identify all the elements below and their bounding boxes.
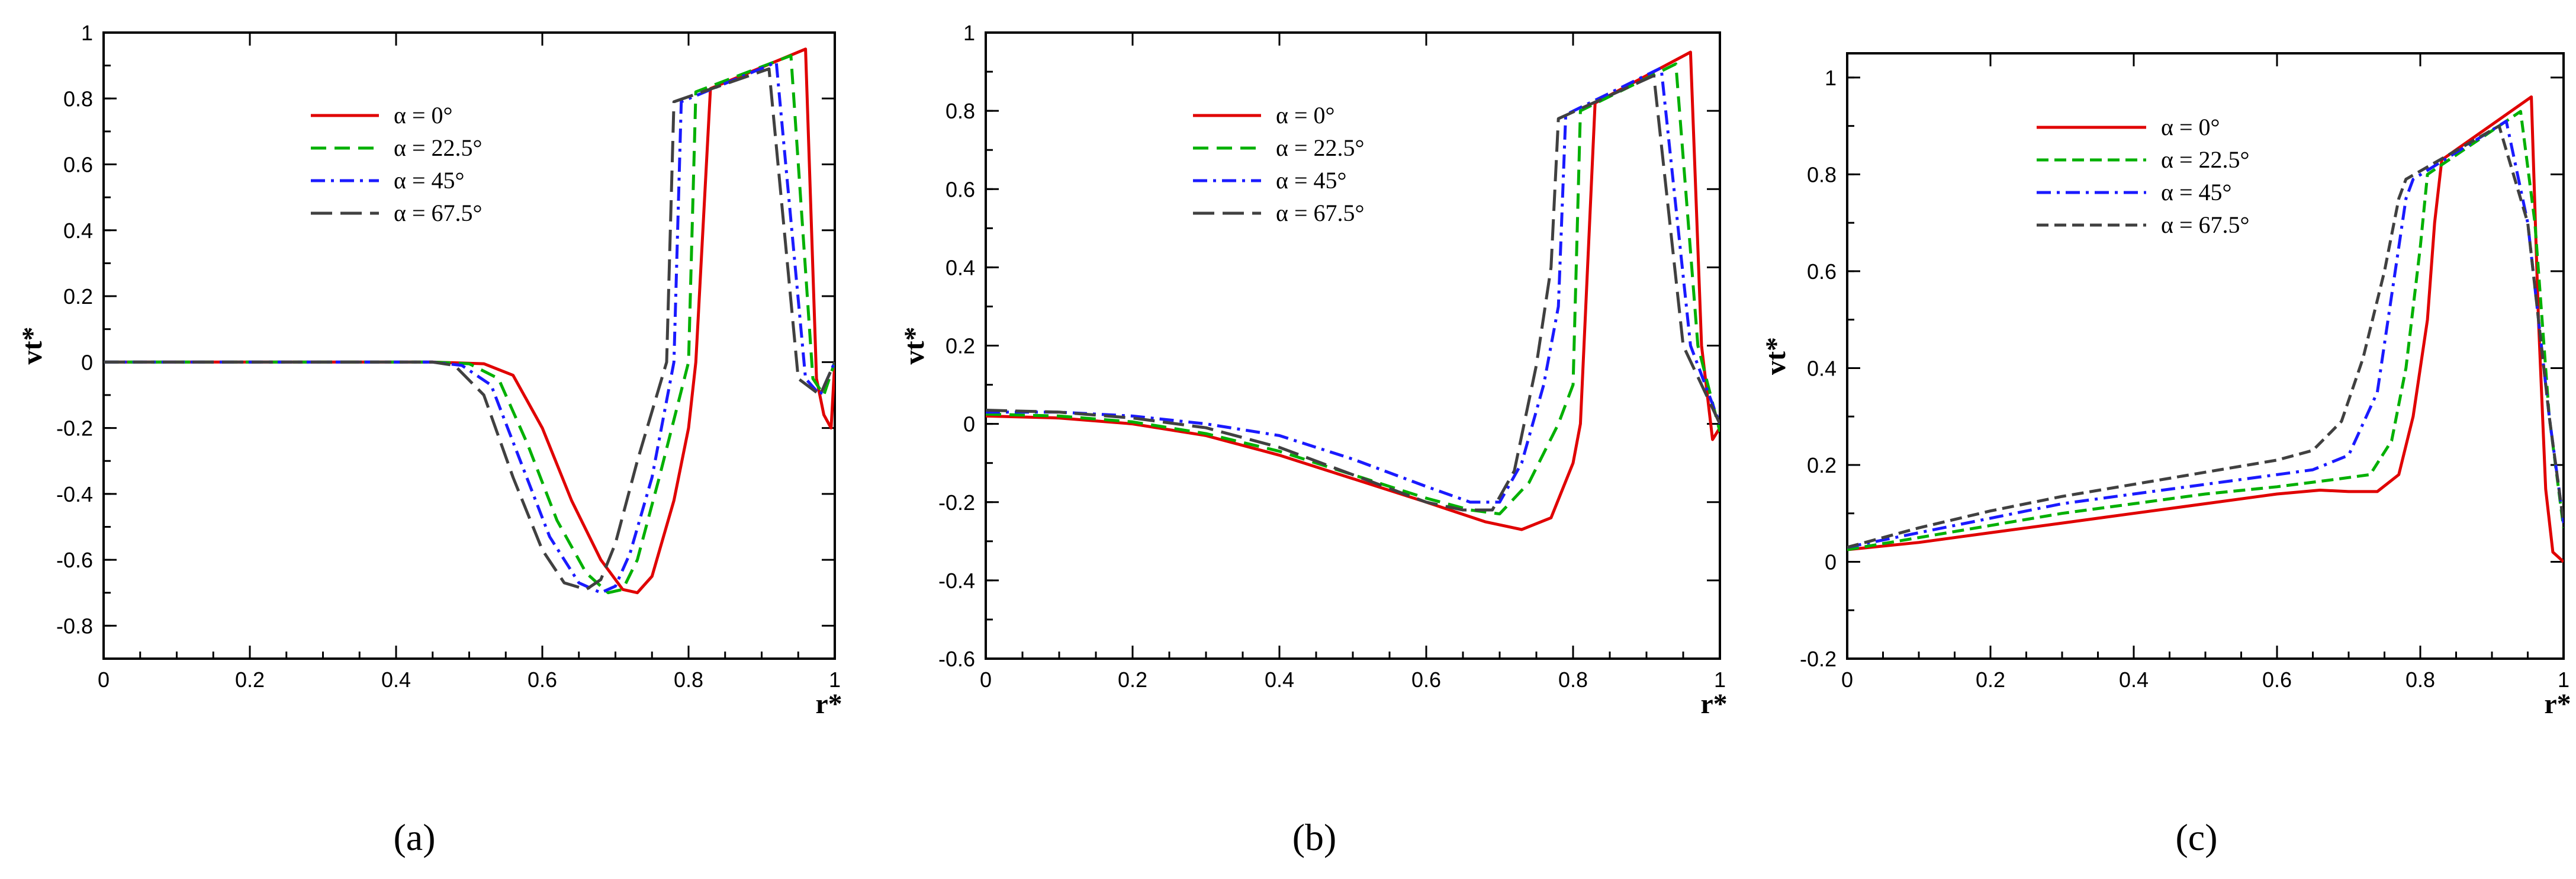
x-tick-label: 0.8 [2405,668,2435,692]
y-tick-label: 0.2 [63,284,93,309]
y-tick-label: 0.8 [1807,162,1837,187]
y-axis-title: vt* [17,327,48,365]
x-tick-label: 0.6 [1411,668,1441,692]
plot-frame [1846,52,2565,660]
x-tick-label: 0.2 [1976,668,2005,692]
x-tick-label: 0.6 [2262,668,2292,692]
legend-label: α = 67.5° [1276,200,1365,226]
legend-label: α = 45° [2161,179,2232,206]
y-tick-label: 0.6 [63,153,93,177]
panel-label: (b) [1292,816,1337,858]
legend-label: α = 67.5° [2161,211,2250,238]
series-line-0 [1847,95,2564,563]
series-line-1 [1847,110,2564,551]
series-line-0 [104,47,835,595]
x-axis-title: r* [2544,688,2571,720]
y-tick-label: -0.2 [56,416,93,441]
x-tick-label: 0.4 [1265,668,1294,692]
y-tick-label: -0.8 [56,614,93,638]
legend-label: α = 22.5° [2161,146,2250,173]
y-tick-label: 1 [1825,66,1837,90]
series-line-3 [986,74,1720,512]
y-tick-label: 0 [1825,550,1837,574]
y-tick-label: 1 [963,21,975,45]
y-tick-label: 0 [963,412,975,437]
series-line-3 [104,67,835,591]
x-tick-label: 0.6 [528,668,557,692]
series-line-1 [104,54,835,595]
legend-label: α = 0° [1276,102,1335,129]
x-tick-label: 0.4 [2119,668,2149,692]
legend-label: α = 22.5° [394,134,483,161]
x-axis-title: r* [815,688,842,720]
panel-label: (a) [393,816,435,858]
y-tick-label: 0.8 [946,99,975,123]
y-axis-title: vt* [1760,337,1792,375]
series-line-2 [1847,120,2564,549]
x-tick-label: 0.2 [1118,668,1147,692]
x-tick-label: 1 [2558,668,2569,692]
y-tick-label: 0.4 [946,255,975,280]
y-tick-label: 0.6 [946,177,975,201]
legend-label: α = 45° [1276,167,1347,194]
y-tick-label: 0.8 [63,86,93,111]
series-line-0 [986,50,1720,531]
y-tick-label: 0.4 [63,219,93,243]
legend-label: α = 0° [394,102,453,129]
plot-frame [102,31,836,660]
y-axis-title: vt* [899,327,930,365]
x-tick-label: 0.8 [1558,668,1588,692]
chart-panel-a: 0 0.2 0.4 0.6 0.8 1 -0.8 -0.6 -0.4 -0.2 0 0.2 0.4 0.6… [17,21,842,858]
y-tick-label: 0 [81,350,93,374]
x-tick-label: 0 [98,668,110,692]
y-tick-label: 0.2 [1807,453,1837,477]
chart-panel-c: 0 0.2 0.4 0.6 0.8 1-0.200.20.40.60.81r*vt*α =… [1760,52,2571,858]
y-tick-label: 0.6 [1807,259,1837,284]
y-tick-label: -0.2 [938,490,975,515]
x-tick-label: 1 [1714,668,1726,692]
series-line-2 [104,60,835,595]
y-tick-label: -0.2 [1800,647,1837,671]
x-tick-label: 0 [980,668,992,692]
y-tick-label: 1 [81,21,93,45]
series-line-2 [986,66,1720,504]
x-tick-label: 0.8 [674,668,703,692]
y-tick-label: -0.4 [938,569,975,593]
plot-frame [985,31,1721,660]
legend-label: α = 0° [2161,114,2220,140]
x-tick-label: 1 [829,668,841,692]
y-tick-label: 0.2 [946,334,975,358]
y-tick-label: -0.6 [938,647,975,671]
chart-panel-b: 0 0.2 0.4 0.6 0.8 1 -0.6 -0.4 -0.2 0 0.2 0.4 0.6 0.8 1… [899,21,1728,858]
x-tick-label: 0.2 [235,668,265,692]
legend-label: α = 22.5° [1276,134,1365,161]
x-tick-label: 0.4 [381,668,411,692]
x-axis-title: r* [1700,688,1727,720]
panel-label: (c) [2175,816,2217,858]
y-tick-label: -0.4 [56,482,93,506]
series-line-3 [1847,124,2564,549]
y-tick-label: -0.6 [56,548,93,572]
series-line-1 [986,62,1720,516]
legend-label: α = 67.5° [394,200,483,226]
legend-label: α = 45° [394,167,465,194]
y-tick-label: 0.4 [1807,356,1837,380]
x-tick-label: 0 [1841,668,1853,692]
